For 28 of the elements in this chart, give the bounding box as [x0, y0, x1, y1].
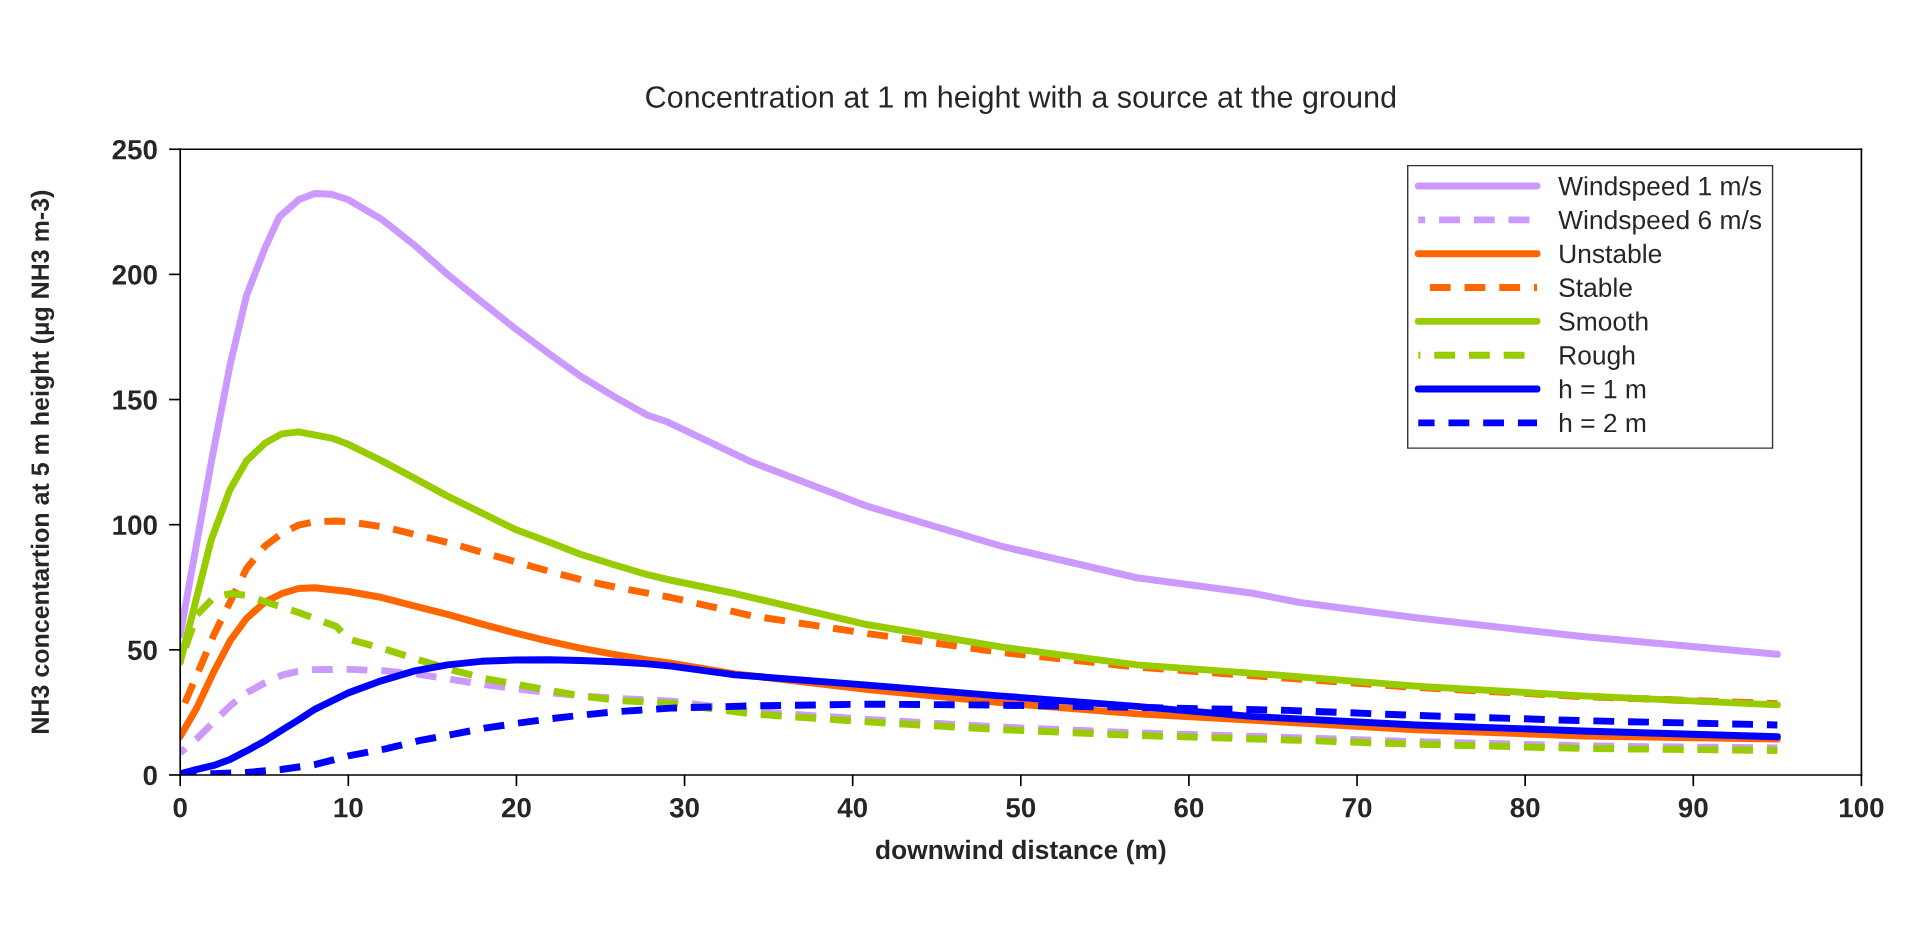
- y-tick-label: 150: [113, 390, 157, 410]
- legend-label: Windspeed 1 m/s: [1558, 176, 1762, 201]
- x-tick-label: 40: [837, 797, 867, 818]
- legend-label: Smooth: [1559, 311, 1648, 331]
- legend-label: h = 2 m: [1559, 412, 1646, 433]
- y-tick-label: 250: [112, 139, 157, 160]
- legend-label: Windspeed 6 m/s: [1558, 209, 1762, 235]
- y-tick-label: 50: [127, 640, 157, 661]
- legend-label: Stable: [1559, 277, 1632, 298]
- legend-label: Rough: [1560, 345, 1635, 370]
- x-tick-label: 60: [1174, 797, 1204, 818]
- x-tick-label: 100: [1839, 797, 1884, 818]
- y-tick-label: 100: [113, 515, 157, 536]
- x-tick-label: 20: [501, 797, 531, 818]
- x-axis-title: downwind distance (m): [876, 839, 1166, 865]
- legend-label: Unstable: [1560, 243, 1662, 264]
- chart-title: Concentration at 1 m height with a source at the ground: [646, 85, 1396, 114]
- y-tick-label: 200: [112, 265, 157, 285]
- y-axis-title: NH3 concentartion at 5 m height (µg NH3 m-3): [30, 190, 55, 733]
- x-tick-label: 10: [334, 797, 363, 818]
- x-tick-label: 70: [1342, 797, 1372, 818]
- x-tick-label: 0: [173, 797, 187, 818]
- y-tick-label: 0: [143, 765, 157, 786]
- x-tick-label: 90: [1678, 797, 1708, 818]
- x-tick-label: 50: [1006, 797, 1036, 818]
- x-tick-label: 30: [669, 797, 699, 818]
- legend-label: h = 1 m: [1559, 379, 1646, 399]
- x-tick-label: 80: [1510, 797, 1540, 818]
